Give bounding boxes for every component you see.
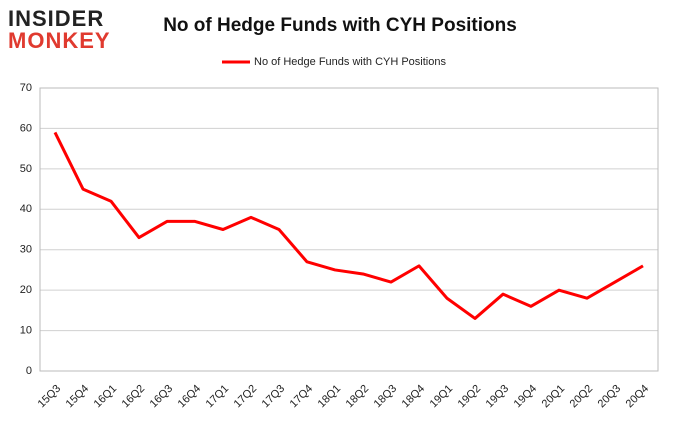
y-tick-label: 10 xyxy=(20,324,32,336)
data-line xyxy=(53,131,644,320)
y-tick-label: 50 xyxy=(20,163,32,175)
y-tick-label: 20 xyxy=(20,284,32,296)
logo-bottom: MONKEY xyxy=(8,28,111,53)
x-tick-label: 19Q2 xyxy=(456,383,484,411)
x-tick-label: 16Q4 xyxy=(176,383,204,411)
x-tick-label: 17Q4 xyxy=(288,383,316,411)
x-tick-label: 17Q3 xyxy=(260,383,288,411)
x-tick-label: 18Q4 xyxy=(400,383,428,411)
y-tick-label: 70 xyxy=(20,82,32,94)
x-tick-label: 20Q1 xyxy=(540,383,568,411)
x-tick-label: 19Q4 xyxy=(512,383,540,411)
x-tick-label: 17Q2 xyxy=(232,383,260,411)
y-tick-label: 40 xyxy=(20,203,32,215)
x-tick-label: 20Q4 xyxy=(624,383,652,411)
x-tick-label: 20Q2 xyxy=(568,383,596,411)
plot-frame xyxy=(39,87,659,372)
x-tick-label: 17Q1 xyxy=(204,383,232,411)
x-tick-label: 18Q3 xyxy=(372,383,400,411)
x-tick-label: 19Q3 xyxy=(484,383,512,411)
x-tick-label: 20Q3 xyxy=(596,383,624,411)
logo-top: INSIDER xyxy=(8,6,104,31)
y-tick-label: 60 xyxy=(20,122,32,134)
chart-title: No of Hedge Funds with CYH Positions xyxy=(163,15,517,36)
y-tick-label: 0 xyxy=(26,365,32,377)
x-tick-label: 15Q4 xyxy=(64,383,92,411)
x-tick-label: 16Q2 xyxy=(120,383,148,411)
y-tick-label: 30 xyxy=(20,244,32,256)
x-tick-label: 16Q3 xyxy=(148,383,176,411)
x-tick-label: 18Q2 xyxy=(344,383,372,411)
legend-label: No of Hedge Funds with CYH Positions xyxy=(254,56,446,68)
x-tick-label: 16Q1 xyxy=(92,383,120,411)
x-tick-label: 15Q3 xyxy=(36,383,64,411)
x-tick-label: 19Q1 xyxy=(428,383,456,411)
x-tick-label: 18Q1 xyxy=(316,383,344,411)
